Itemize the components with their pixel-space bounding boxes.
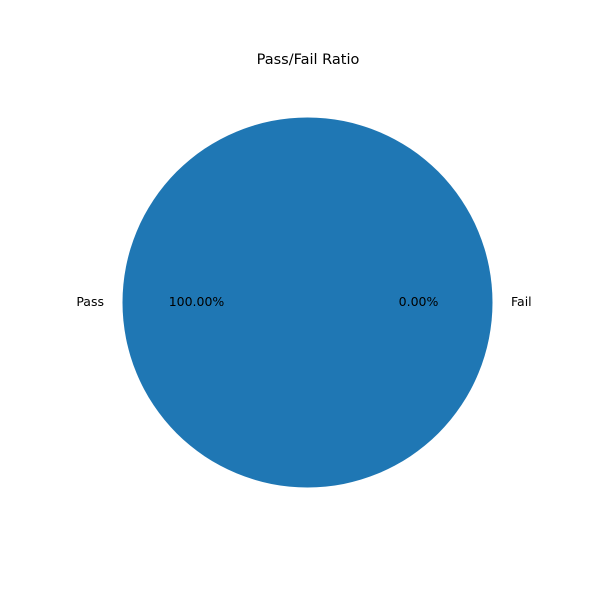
pie-slices xyxy=(122,117,493,488)
pie-slice-pass xyxy=(122,117,493,488)
pie-labels: Pass 100.00% Fail 0.00% xyxy=(76,294,531,309)
pct-label-pass: 100.00% xyxy=(169,294,225,309)
slice-label-fail: Fail xyxy=(511,294,532,309)
chart-title: Pass/Fail Ratio xyxy=(257,52,360,68)
pct-label-fail: 0.00% xyxy=(399,294,439,309)
slice-label-pass: Pass xyxy=(76,294,104,309)
